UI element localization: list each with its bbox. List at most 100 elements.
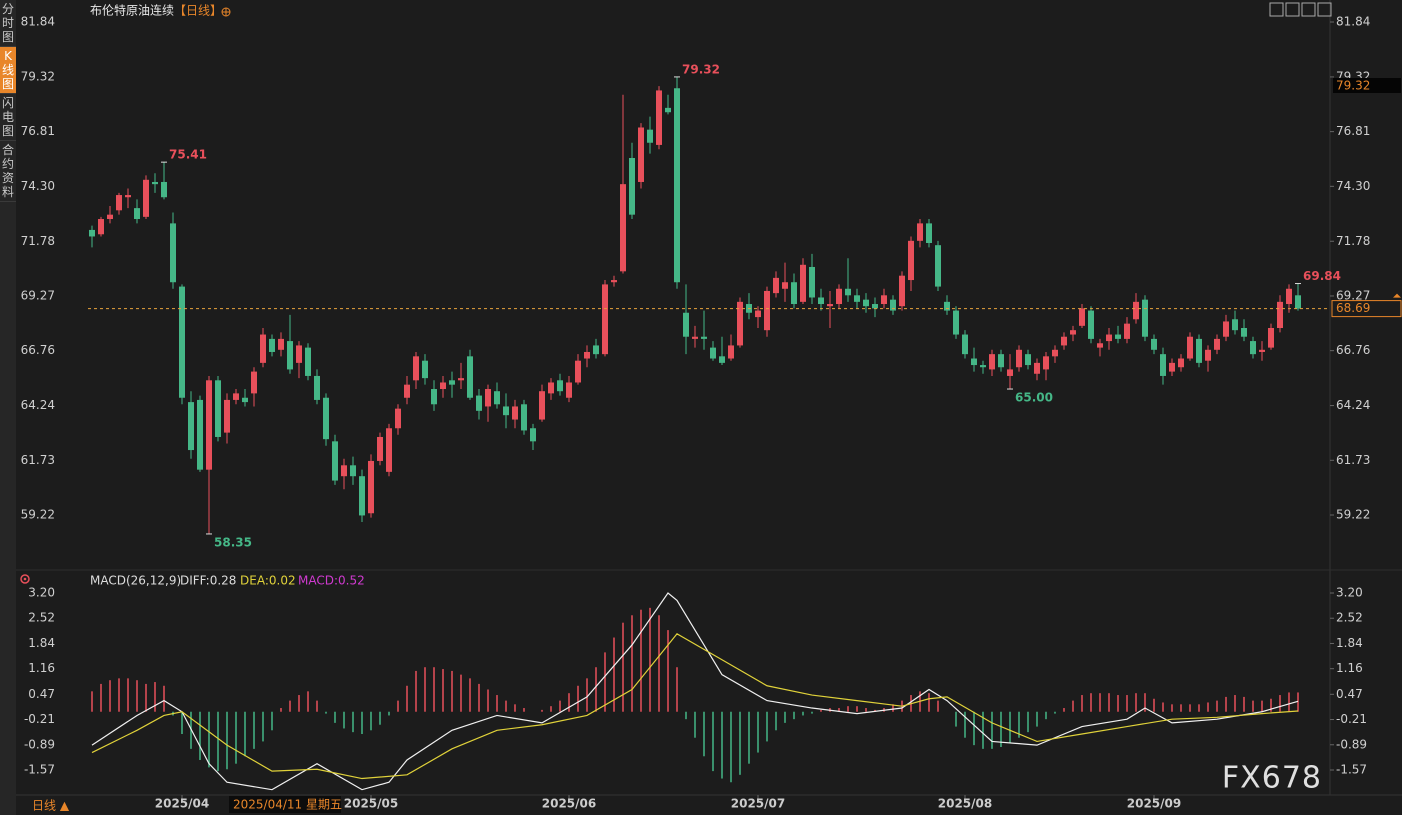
candle-body — [467, 356, 473, 398]
x-tick-label: 2025/04 — [155, 797, 209, 811]
high-label: 79.32 — [682, 62, 720, 76]
candle-body — [1214, 338, 1220, 350]
candle-body — [188, 402, 194, 451]
candle-body — [917, 223, 923, 241]
candle-body — [134, 208, 140, 220]
macd-tick-label: -0.89 — [24, 737, 55, 751]
candle-body — [1133, 301, 1139, 320]
y-tick-label-right: 81.84 — [1336, 15, 1370, 29]
macd-tick-label-right: 3.20 — [1336, 586, 1363, 600]
macd-line — [91, 633, 1299, 780]
candle-body — [791, 282, 797, 305]
sidebar-button[interactable]: K线图 — [0, 47, 16, 94]
watermark: FX678 — [1222, 761, 1322, 796]
candle-body — [827, 304, 833, 307]
candle-body — [656, 90, 662, 145]
candle-body — [413, 356, 419, 381]
candle-body — [395, 408, 401, 429]
candle-body — [836, 288, 842, 305]
y-tick-label: 76.81 — [21, 124, 55, 138]
candle-body — [269, 338, 275, 352]
candle-body — [1007, 369, 1013, 376]
candle-body — [98, 219, 104, 235]
candle-body — [530, 428, 536, 442]
candle-body — [368, 460, 374, 514]
candle-body — [1178, 358, 1184, 368]
sidebar-label: 合约资料 — [2, 143, 15, 199]
macd-tick-label-right: 2.52 — [1336, 611, 1363, 625]
candle-body — [485, 389, 491, 407]
candle-body — [152, 181, 158, 185]
tool-button[interactable] — [1285, 2, 1300, 17]
candle-body — [107, 214, 113, 220]
sidebar-button[interactable]: 闪电图 — [0, 94, 16, 141]
candle-body — [890, 299, 896, 311]
candle-body — [1052, 349, 1058, 357]
cursor-date-box — [229, 796, 341, 813]
candle-body — [179, 286, 185, 398]
low-label: 58.35 — [214, 535, 252, 549]
candle-body — [512, 406, 518, 420]
candle-body — [503, 406, 509, 416]
candle-body — [206, 380, 212, 470]
candle-body — [1124, 323, 1130, 339]
candle-body — [989, 354, 995, 370]
macd-line — [91, 592, 1299, 791]
candle-body — [1025, 354, 1031, 366]
candle-body — [647, 129, 653, 143]
candle-body — [494, 391, 500, 405]
candle-body — [233, 393, 239, 400]
high-label: 69.84 — [1303, 269, 1341, 283]
macd-icon[interactable] — [20, 574, 30, 584]
macd-tick-label: 1.84 — [28, 636, 55, 650]
candle-body — [197, 399, 203, 470]
candle-body — [980, 365, 986, 368]
candle-body — [278, 338, 284, 350]
tool-button[interactable] — [1269, 2, 1284, 17]
y-tick-label-right: 59.22 — [1336, 508, 1370, 522]
candle-body — [1151, 338, 1157, 350]
candle-body — [665, 107, 671, 113]
tool-button[interactable] — [1301, 2, 1316, 17]
macd-tick-label: -1.57 — [24, 763, 55, 777]
candle-body — [458, 378, 464, 381]
candle-body — [584, 351, 590, 359]
candle-body — [143, 179, 149, 217]
candle-body — [1223, 321, 1229, 337]
sidebar-button[interactable]: 分时图 — [0, 0, 16, 47]
macd-legend-name: MACD(26,12,9) — [90, 574, 181, 588]
candle-body — [386, 428, 392, 472]
candle-body — [1286, 288, 1292, 305]
y-tick-label-right: 69.27 — [1336, 288, 1370, 302]
candle-body — [593, 345, 599, 355]
candle-body — [341, 465, 347, 477]
macd-legend-dea: DEA:0.02 — [240, 574, 296, 588]
candle-body — [251, 371, 257, 394]
tool-button[interactable] — [1317, 2, 1332, 17]
y-tick-label-right: 64.24 — [1336, 398, 1370, 412]
footer-period[interactable]: 日线 ▲ — [32, 799, 70, 813]
candle-body — [872, 304, 878, 309]
macd-tick-label-right: -0.21 — [1336, 712, 1367, 726]
sidebar-label: 分时图 — [2, 2, 15, 44]
candle-body — [1259, 349, 1265, 352]
max-price-label: 79.32 — [1336, 79, 1370, 93]
candles — [89, 76, 1301, 534]
candle-body — [845, 288, 851, 296]
candle-body — [773, 277, 779, 294]
y-tick-label: 64.24 — [21, 398, 55, 412]
candle-body — [1277, 301, 1283, 328]
candle-body — [215, 380, 221, 437]
candle-body — [449, 380, 455, 385]
last-price-label: 68.69 — [1336, 301, 1370, 315]
y-tick-label: 61.73 — [21, 453, 55, 467]
candle-body — [305, 347, 311, 376]
candle-body — [638, 127, 644, 182]
candle-body — [287, 341, 293, 370]
macd-tick-label-right: -0.89 — [1336, 737, 1367, 751]
sidebar-button[interactable]: 合约资料 — [0, 141, 16, 202]
candle-body — [1079, 308, 1085, 326]
candle-body — [863, 299, 869, 307]
